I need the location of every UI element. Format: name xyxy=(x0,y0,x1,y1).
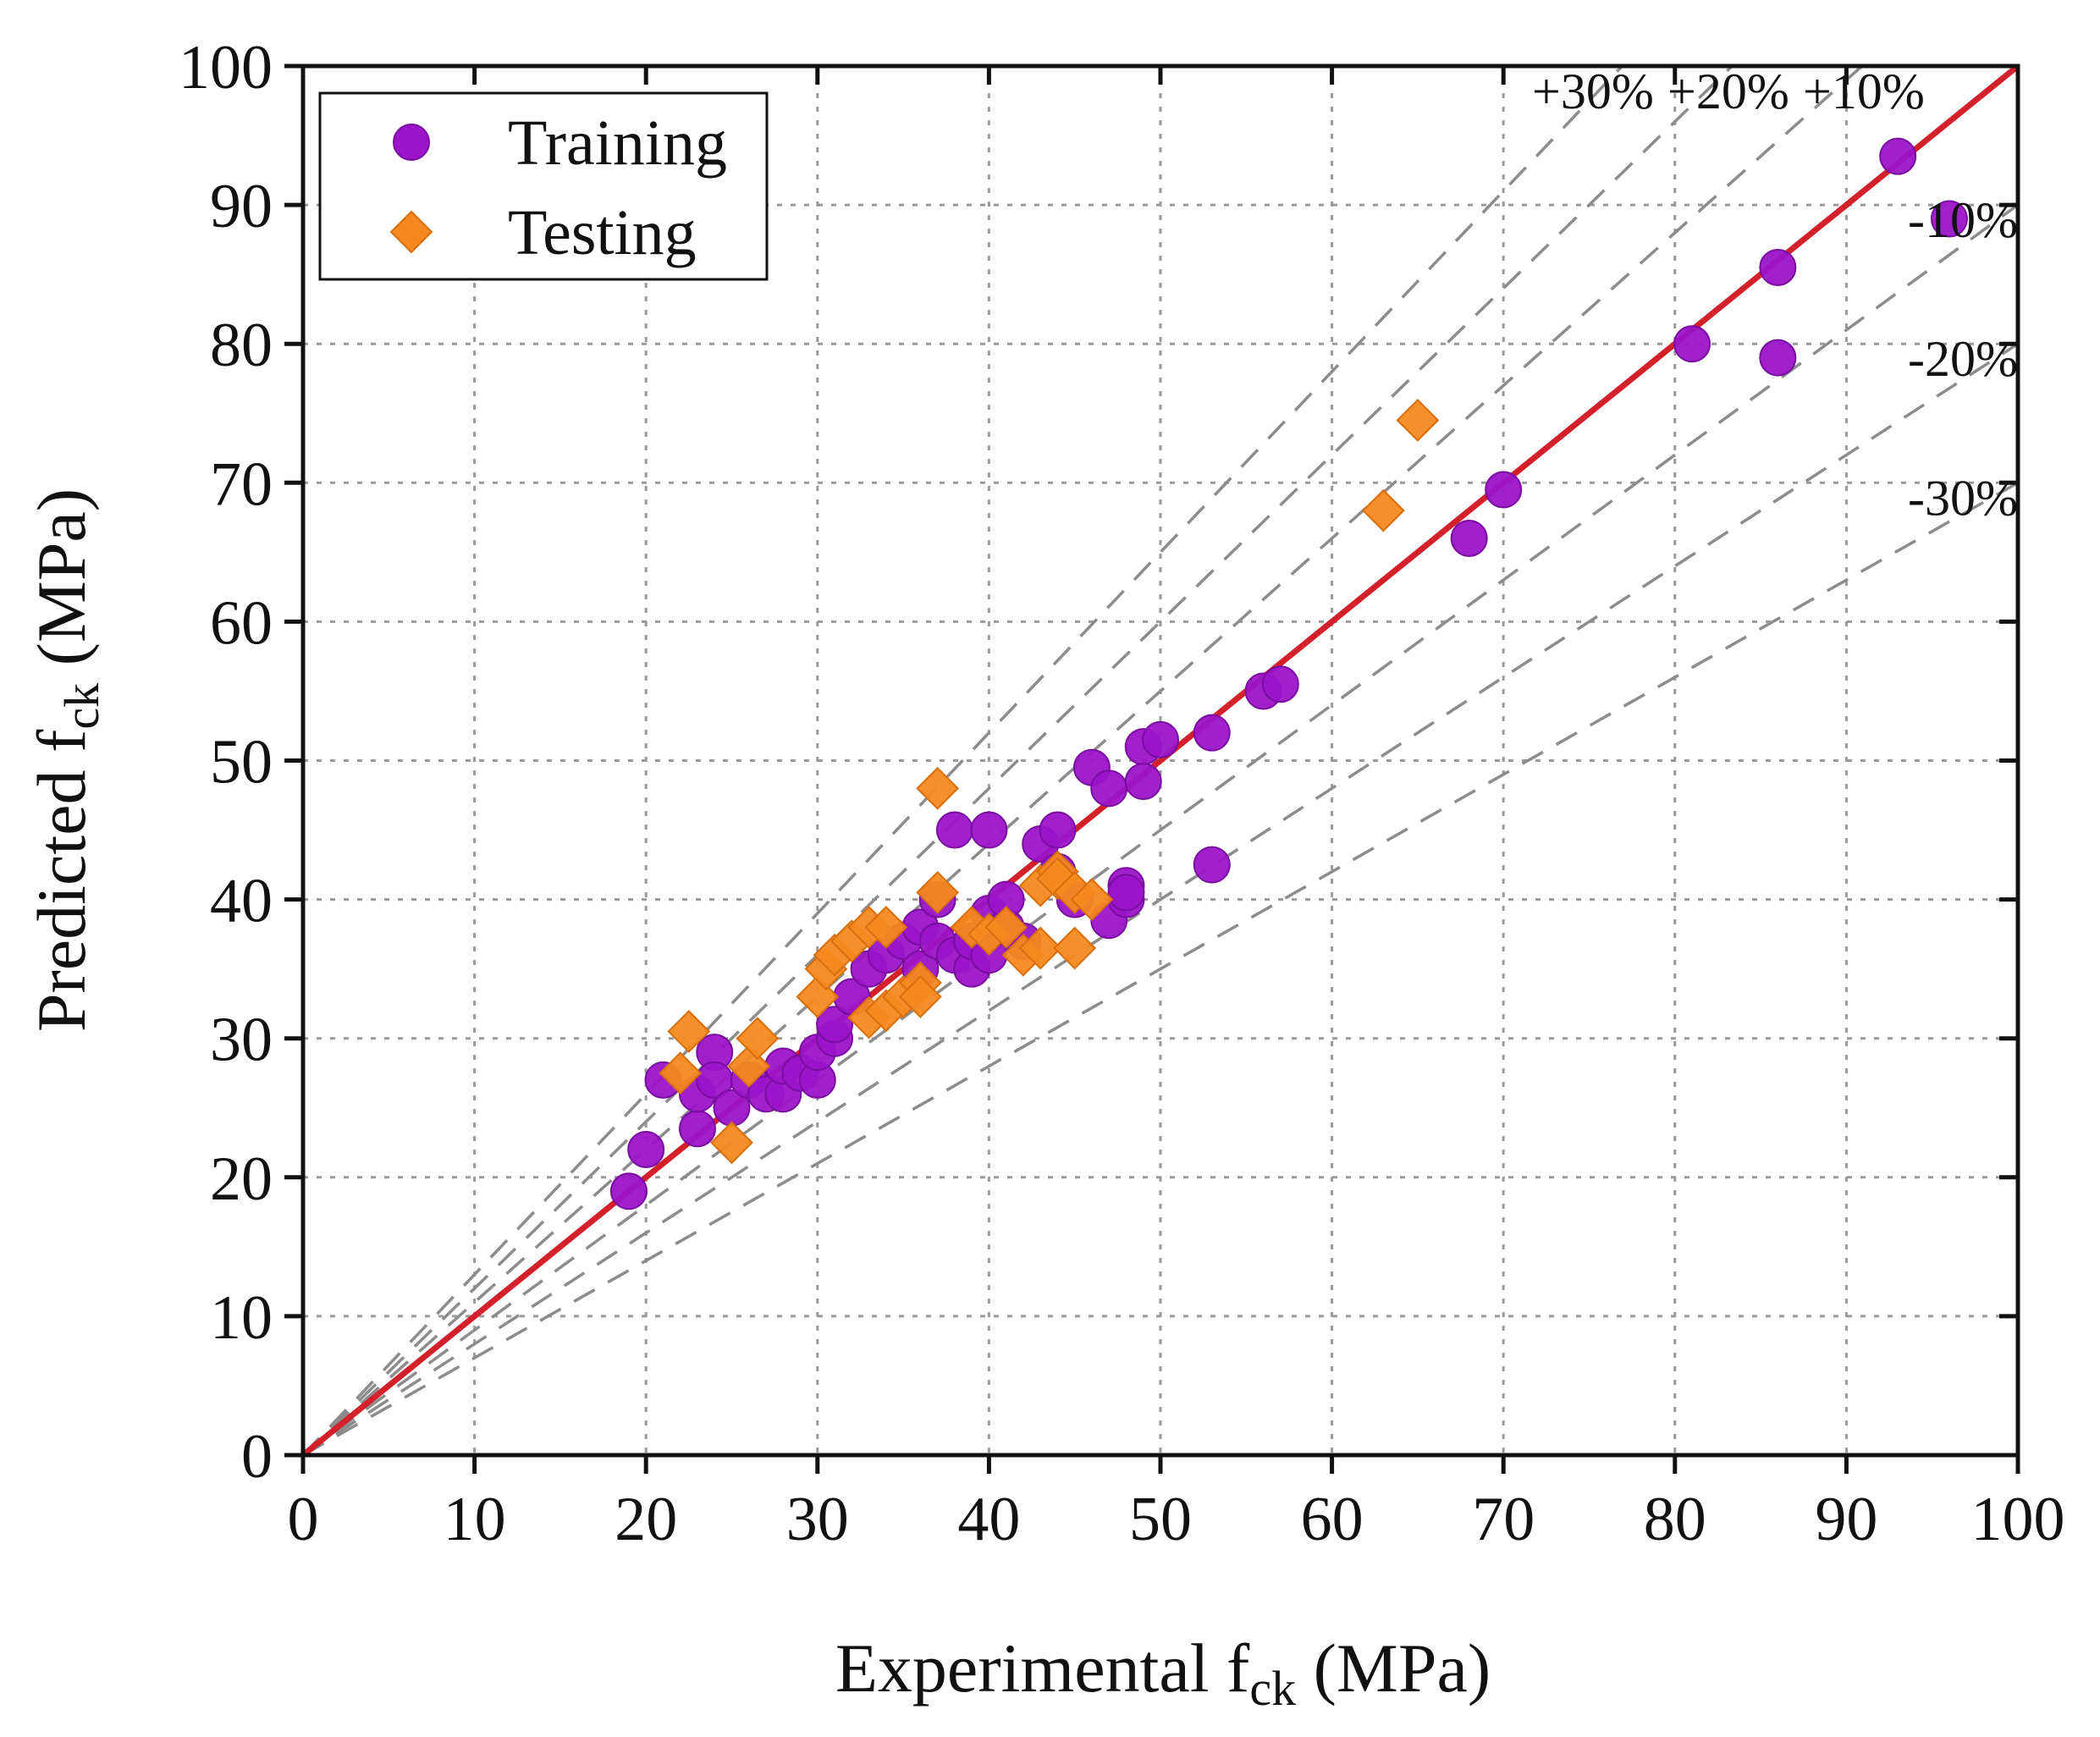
band-line-minus30pct xyxy=(303,481,2018,1455)
training-point-26 xyxy=(935,811,973,849)
legend-testing-label: Testing xyxy=(508,197,697,268)
x-axis-title: Experimental fck (MPa) xyxy=(835,1629,1491,1716)
band-line-plus30pct xyxy=(303,66,1623,1455)
legend-training-marker xyxy=(393,124,430,161)
x-tick-label-60: 60 xyxy=(1301,1485,1364,1554)
y-tick-label-100: 100 xyxy=(179,33,273,102)
x-tick-label-100: 100 xyxy=(1971,1485,2065,1554)
training-point-46 xyxy=(1124,763,1162,801)
y-axis-title-suffix: (MPa) xyxy=(23,488,100,683)
testing-point-30 xyxy=(1396,399,1440,442)
band-label-minus10pct: -10% xyxy=(1908,192,2018,248)
y-tick-labels: 0 10 20 30 40 50 60 70 80 90 100 xyxy=(179,33,273,1492)
y-tick-label-40: 40 xyxy=(210,867,273,936)
legend-training-label: Training xyxy=(508,108,727,179)
band-label-plus20pct: +20% xyxy=(1667,63,1789,119)
testing-point-2 xyxy=(710,1121,753,1165)
training-point-0 xyxy=(609,1172,648,1210)
x-tick-label-50: 50 xyxy=(1129,1485,1192,1554)
y-tick-label-0: 0 xyxy=(241,1422,273,1492)
x-tick-label-20: 20 xyxy=(615,1485,677,1554)
x-tick-label-80: 80 xyxy=(1644,1485,1706,1554)
y-axis-title-sub: ck xyxy=(54,683,109,730)
training-point-1 xyxy=(627,1130,665,1168)
y-tick-label-90: 90 xyxy=(210,172,273,241)
x-axis-title-prefix: Experimental f xyxy=(835,1629,1250,1707)
training-point-53 xyxy=(1485,471,1523,509)
band-line-minus20pct xyxy=(303,342,2018,1455)
band-labels: +30% +20% +10% -10% -20% -30% xyxy=(1532,63,2018,526)
x-tick-labels: 0 10 20 30 40 50 60 70 80 90 100 xyxy=(288,1485,2065,1554)
training-point-57 xyxy=(1879,137,1917,175)
band-label-minus30pct: -30% xyxy=(1908,470,2018,526)
training-point-29 xyxy=(970,811,1008,849)
data-points xyxy=(609,137,1968,1210)
y-tick-label-80: 80 xyxy=(210,311,273,380)
band-line-plus20pct xyxy=(303,66,1733,1455)
testing-point-1 xyxy=(667,1010,711,1053)
y-tick-label-10: 10 xyxy=(210,1283,273,1353)
x-tick-label-30: 30 xyxy=(786,1485,849,1554)
y-axis-title: Predicted fck (MPa) xyxy=(23,488,109,1032)
testing-point-12 xyxy=(864,906,908,949)
band-label-plus10pct: +10% xyxy=(1803,63,1925,119)
y-tick-label-60: 60 xyxy=(210,588,273,658)
training-point-47 xyxy=(1142,720,1179,758)
testing-point-28 xyxy=(1070,878,1114,922)
reference-bands xyxy=(303,66,2018,1455)
training-point-51 xyxy=(1261,665,1299,703)
testing-point-29 xyxy=(1361,488,1405,532)
legend-box xyxy=(318,91,769,281)
band-line-minus10pct xyxy=(303,203,2018,1455)
testing-point-20 xyxy=(984,906,1028,949)
testing-point-17 xyxy=(916,766,960,810)
y-tick-label-50: 50 xyxy=(210,728,273,797)
y-axis-title-prefix: Predicted f xyxy=(23,729,100,1032)
training-point-3 xyxy=(678,1110,716,1148)
training-point-54 xyxy=(1673,325,1711,363)
testing-point-16 xyxy=(916,870,960,914)
y-tick-label-20: 20 xyxy=(210,1144,273,1214)
identity-line xyxy=(303,66,2018,1455)
training-point-55 xyxy=(1759,248,1797,286)
training-point-49 xyxy=(1193,846,1231,884)
y-tick-label-30: 30 xyxy=(210,1006,273,1075)
testing-point-26 xyxy=(1053,926,1097,970)
testing-point-22 xyxy=(1018,926,1062,970)
training-point-56 xyxy=(1759,339,1797,377)
training-point-58 xyxy=(1930,200,1968,238)
legend: Training Testing xyxy=(318,91,769,281)
axis-ticks xyxy=(284,63,2020,1474)
x-tick-label-70: 70 xyxy=(1472,1485,1535,1554)
band-label-minus20pct: -20% xyxy=(1908,331,2018,387)
training-point-36 xyxy=(1039,811,1077,849)
x-axis-title-suffix: (MPa) xyxy=(1296,1629,1491,1707)
training-point-48 xyxy=(1193,714,1231,752)
x-tick-label-90: 90 xyxy=(1815,1485,1877,1554)
legend-testing-marker xyxy=(389,210,433,254)
x-tick-label-10: 10 xyxy=(444,1485,506,1554)
testing-point-0 xyxy=(659,1051,703,1095)
y-tick-label-70: 70 xyxy=(210,449,273,519)
x-axis-title-sub: ck xyxy=(1249,1661,1296,1716)
training-point-40 xyxy=(1090,769,1128,808)
training-point-16 xyxy=(816,1006,854,1044)
training-point-52 xyxy=(1450,519,1488,557)
band-label-plus30pct: +30% xyxy=(1532,63,1654,119)
identity-line-group xyxy=(303,66,2018,1455)
x-tick-label-0: 0 xyxy=(288,1485,319,1554)
training-point-44 xyxy=(1107,874,1145,912)
testing-point-4 xyxy=(736,1017,780,1061)
x-tick-label-40: 40 xyxy=(957,1485,1020,1554)
testing-point-15 xyxy=(898,975,942,1018)
